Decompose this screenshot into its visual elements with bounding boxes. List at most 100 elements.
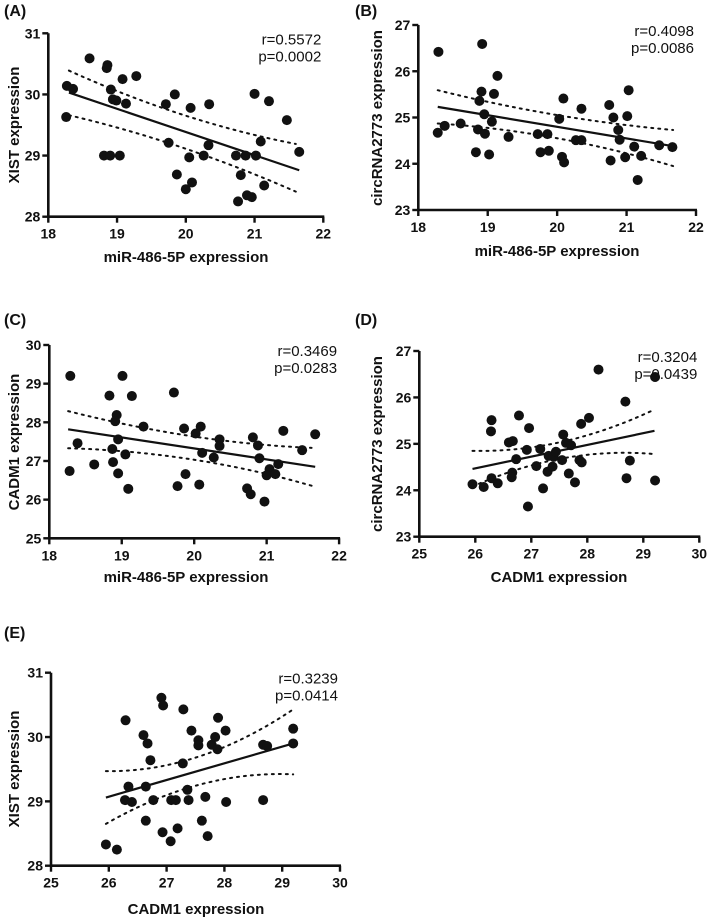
data-point [111, 95, 122, 106]
scatter-panel: (E) 25 26 27 28 29 30 28 29 30 31 CADM1 expression X… [4, 625, 348, 918]
y-tick-label: 30 [25, 86, 41, 102]
data-point [178, 704, 189, 715]
y-axis-label: circRNA2773 expression [369, 356, 386, 532]
data-point [521, 444, 532, 455]
data-point [667, 142, 678, 153]
x-axis-label: miR-486-5P expression [104, 249, 269, 266]
data-point [120, 449, 131, 460]
data-point [620, 152, 631, 163]
ci-upper-band [67, 69, 297, 145]
x-tick-label: 26 [101, 875, 117, 891]
regression-line [472, 429, 655, 470]
data-point [484, 149, 495, 160]
panel-label: (A) [4, 3, 26, 20]
p-value-label: p=0.0002 [258, 48, 321, 65]
data-point [247, 432, 258, 443]
data-point [252, 440, 263, 451]
data-point [180, 184, 191, 195]
data-point [557, 455, 568, 466]
data-point [195, 421, 206, 432]
data-point [524, 423, 535, 434]
p-value-label: p=0.0086 [631, 40, 694, 57]
data-point [608, 112, 619, 123]
data-point [576, 457, 587, 468]
y-tick-label: 30 [27, 729, 43, 745]
data-point [281, 115, 292, 126]
data-point [165, 836, 176, 847]
data-point [185, 102, 196, 113]
data-point [84, 53, 95, 64]
data-point [297, 445, 308, 456]
data-point [478, 482, 489, 493]
scatter-panel: (B) 18 19 20 21 22 23 24 25 26 27 miR-486-5P expres… [355, 3, 704, 260]
data-point [576, 135, 587, 146]
data-point [138, 421, 149, 432]
data-point [542, 129, 553, 140]
data-point [113, 468, 124, 479]
data-point [558, 429, 569, 440]
data-point [467, 479, 478, 490]
data-point [114, 150, 125, 161]
y-axis-label: CADM1 expression [6, 374, 23, 511]
data-point [180, 469, 191, 480]
ci-lower-band [67, 114, 297, 193]
data-point [511, 454, 522, 465]
data-point [569, 477, 580, 488]
data-point [169, 89, 180, 100]
ci-upper-band [67, 410, 313, 449]
x-tick-label: 21 [247, 226, 263, 242]
x-tick-label: 18 [411, 219, 427, 235]
data-point [240, 150, 251, 161]
data-point [171, 169, 182, 180]
x-tick-label: 26 [468, 546, 484, 562]
x-tick-label: 21 [619, 219, 635, 235]
x-tick-label: 22 [316, 226, 332, 242]
data-point [576, 418, 587, 429]
p-value-label: p=0.0414 [275, 688, 338, 705]
data-point [259, 180, 270, 191]
data-point [196, 815, 207, 826]
data-point [254, 453, 265, 464]
data-point [210, 732, 221, 743]
data-point [172, 823, 183, 834]
data-point [477, 38, 488, 49]
data-point [583, 412, 594, 423]
p-value-label: p=0.0283 [274, 360, 337, 377]
data-point [117, 74, 128, 85]
y-tick-label: 25 [396, 436, 412, 452]
data-point [479, 109, 490, 120]
data-point [522, 501, 533, 512]
data-point [492, 70, 503, 81]
data-point [214, 440, 225, 451]
y-tick-label: 25 [26, 530, 42, 546]
x-tick-label: 20 [186, 547, 202, 563]
x-tick-label: 18 [42, 547, 58, 563]
data-point [503, 131, 514, 142]
data-point [61, 112, 72, 123]
data-point [157, 827, 168, 838]
data-point [532, 129, 543, 140]
data-point [117, 370, 128, 381]
x-tick-label: 20 [549, 219, 565, 235]
y-tick-label: 25 [395, 110, 411, 126]
data-point [212, 744, 223, 755]
scatter-panel: (C) 18 19 20 21 22 25 26 27 28 29 30 miR-486-5P expr… [4, 312, 347, 586]
y-tick-label: 28 [25, 209, 41, 225]
data-point [259, 496, 270, 507]
data-point [476, 86, 487, 97]
scatter-panel: (D) 25 26 27 28 29 30 23 24 25 26 27 CADM1 expressio… [355, 312, 707, 586]
data-point [89, 459, 100, 470]
data-point [538, 483, 549, 494]
data-point [558, 93, 569, 104]
x-axis-label: CADM1 expression [491, 569, 628, 586]
data-point [492, 478, 503, 489]
x-tick-label: 28 [217, 875, 233, 891]
data-point [183, 795, 194, 806]
x-tick-label: 27 [159, 875, 175, 891]
data-point [163, 137, 174, 148]
x-tick-label: 29 [636, 546, 652, 562]
data-point [621, 473, 632, 484]
x-tick-label: 25 [412, 546, 428, 562]
data-point [624, 455, 635, 466]
